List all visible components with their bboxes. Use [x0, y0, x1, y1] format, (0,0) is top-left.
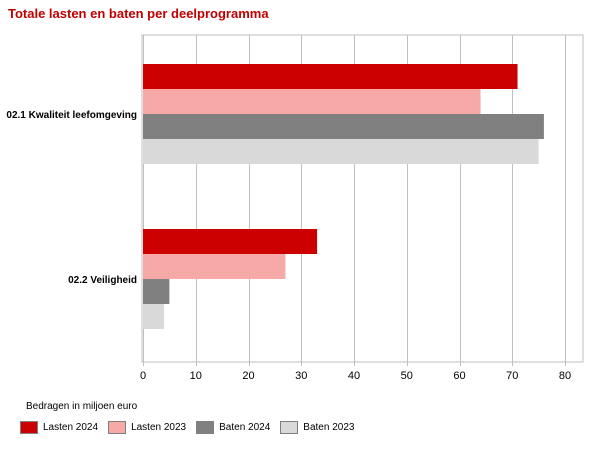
legend-swatch [196, 421, 215, 434]
chart-title: Totale lasten en baten per deelprogramma [8, 6, 269, 21]
legend-item: Baten 2023 [280, 421, 354, 434]
unit-note: Bedragen in miljoen euro [26, 401, 138, 412]
legend-label: Lasten 2023 [131, 422, 187, 433]
bar [143, 279, 170, 304]
x-tick-label: 50 [401, 370, 413, 382]
legend-item: Lasten 2024 [20, 421, 98, 434]
legend-swatch [20, 421, 38, 434]
bar [143, 139, 539, 164]
bars [143, 64, 544, 329]
legend: Lasten 2024 Lasten 2023 Baten 2024 Baten 20… [20, 421, 364, 434]
legend-swatch [108, 421, 127, 434]
bar [143, 229, 318, 254]
legend-swatch [280, 421, 299, 434]
x-tick-label: 60 [453, 370, 465, 382]
x-tick-labels: 0 10 20 30 40 50 60 70 80 [140, 370, 571, 382]
legend-label: Lasten 2024 [43, 422, 99, 433]
category-labels: 02.1 Kwaliteit leefomgeving 02.2 Veilighe… [6, 110, 137, 286]
bar [143, 64, 518, 89]
x-tick-label: 0 [140, 370, 146, 382]
x-tick-label: 80 [559, 370, 571, 382]
bar [143, 114, 544, 139]
plot-border [141, 34, 584, 363]
legend-label: Baten 2024 [219, 422, 271, 433]
x-tick-label: 30 [295, 370, 307, 382]
legend-item: Lasten 2023 [108, 421, 186, 434]
bar [143, 304, 165, 329]
x-tick-label: 20 [242, 370, 254, 382]
legend-item: Baten 2024 [196, 421, 270, 434]
x-tick-label: 70 [506, 370, 518, 382]
category-label: 02.1 Kwaliteit leefomgeving [6, 110, 137, 121]
category-label: 02.2 Veiligheid [68, 275, 137, 286]
bar [143, 254, 286, 279]
bar [143, 89, 481, 114]
x-tick-label: 10 [190, 370, 202, 382]
legend-label: Baten 2023 [303, 422, 355, 433]
x-tick-label: 40 [348, 370, 360, 382]
